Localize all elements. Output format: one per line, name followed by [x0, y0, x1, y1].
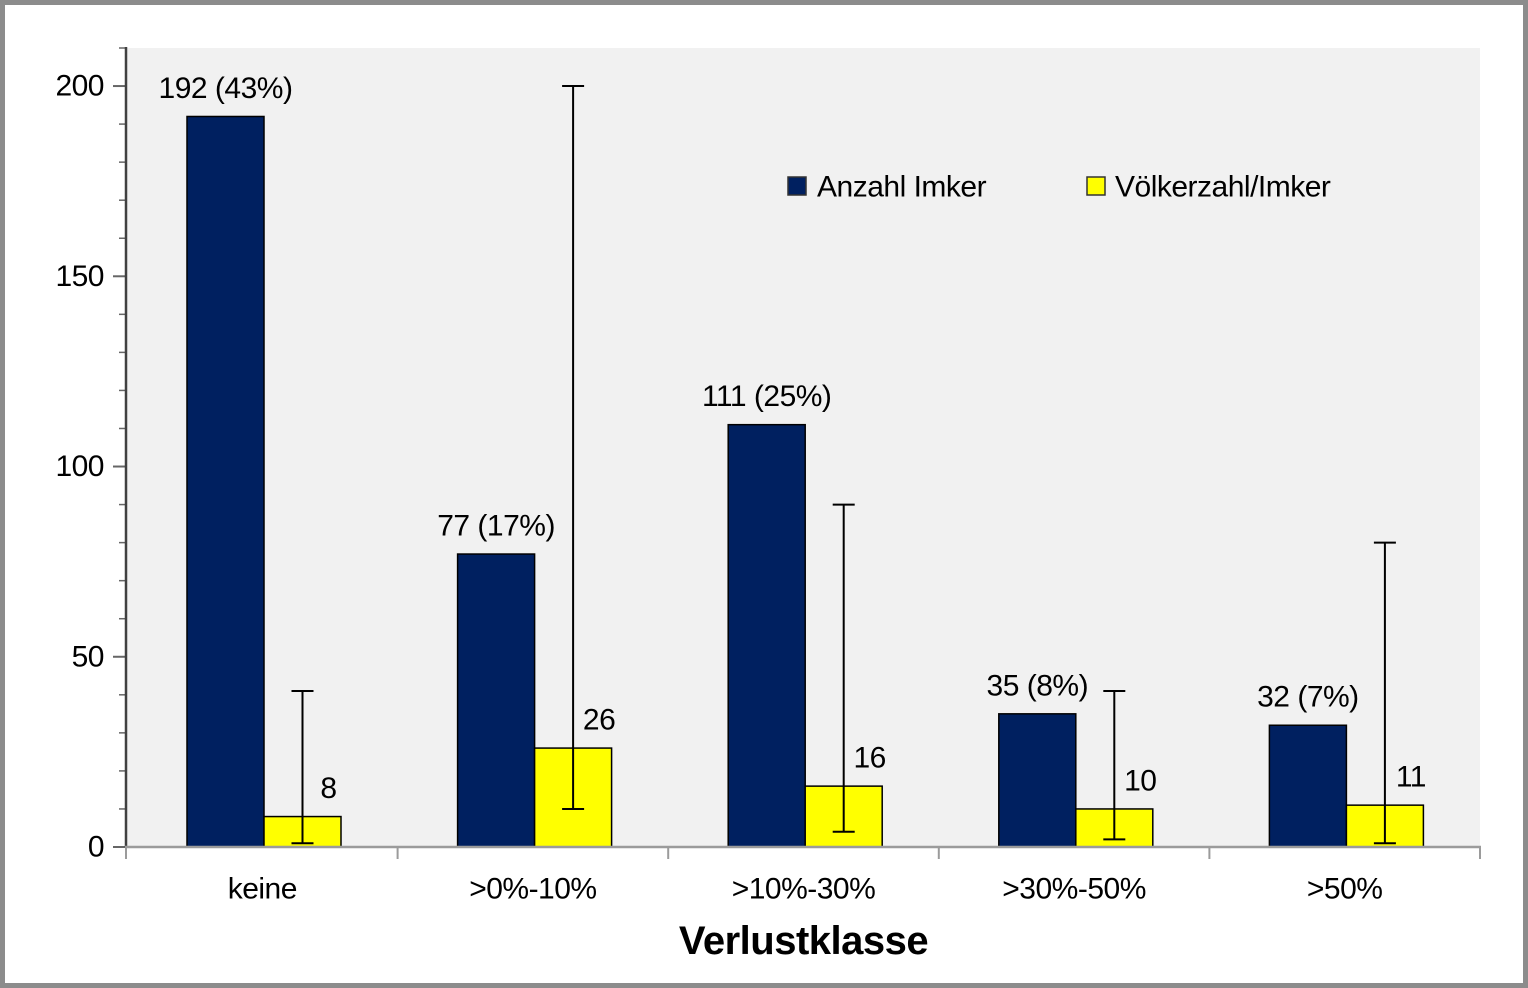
- bar-anzahl-imker-2: [727, 423, 806, 848]
- data-label-voelkerzahl-imker-0: 8: [320, 772, 336, 805]
- data-label-voelkerzahl-imker-4: 11: [1396, 761, 1426, 794]
- legend-label-anzahl-imker: Anzahl Imker: [817, 171, 987, 204]
- legend-swatch-anzahl-imker-icon: [787, 176, 807, 196]
- data-label-anzahl-imker-1: 77 (17%): [437, 510, 555, 543]
- data-label-voelkerzahl-imker-3: 10: [1124, 764, 1156, 797]
- x-axis-category-label-2: >10%-30%: [732, 873, 876, 906]
- x-axis-category-label-1: >0%-10%: [469, 873, 596, 906]
- data-label-voelkerzahl-imker-2: 16: [854, 742, 886, 775]
- y-axis-tick-label: 200: [55, 70, 104, 103]
- x-axis-title: Verlustklasse: [679, 919, 928, 963]
- data-label-anzahl-imker-4: 32 (7%): [1257, 681, 1359, 714]
- legend-label-voelkerzahl-imker: Völkerzahl/Imker: [1115, 171, 1331, 204]
- x-axis-category-label-3: >30%-50%: [1002, 873, 1146, 906]
- data-label-voelkerzahl-imker-1: 26: [583, 704, 615, 737]
- legend-swatch-voelkerzahl-imker-icon: [1086, 176, 1106, 196]
- bar-anzahl-imker-3: [998, 713, 1077, 848]
- x-axis-category-label-4: >50%: [1307, 873, 1383, 906]
- bar-anzahl-imker-1: [456, 553, 536, 848]
- y-axis-tick-label: 150: [55, 260, 104, 293]
- data-label-anzahl-imker-3: 35 (8%): [987, 669, 1089, 702]
- data-label-anzahl-imker-2: 111 (25%): [702, 380, 831, 413]
- bar-anzahl-imker-4: [1268, 724, 1348, 848]
- y-axis-tick-label: 0: [88, 831, 104, 864]
- data-label-anzahl-imker-0: 192 (43%): [159, 72, 293, 105]
- x-axis-category-label-0: keine: [228, 873, 297, 906]
- y-axis-tick-label: 50: [72, 640, 104, 673]
- y-axis-tick-label: 100: [55, 450, 104, 483]
- bar-anzahl-imker-0: [186, 115, 265, 848]
